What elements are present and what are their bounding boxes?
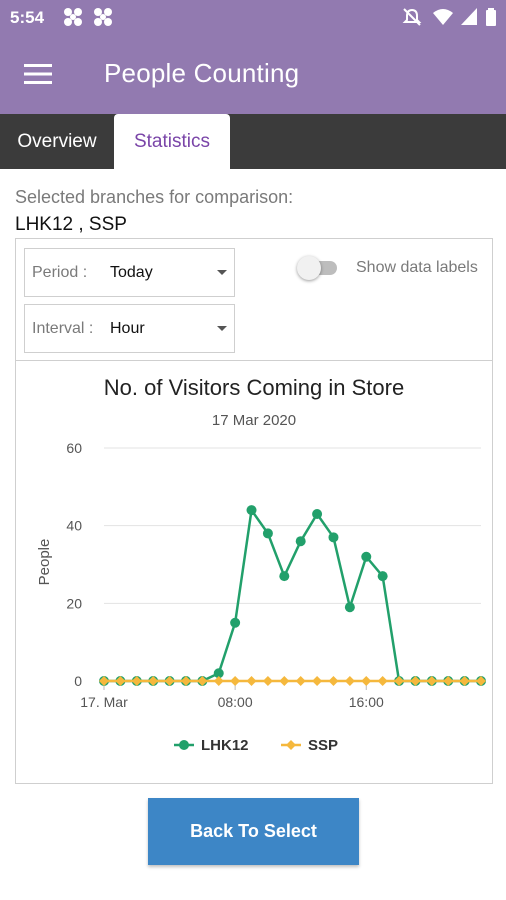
show-data-labels-label: Show data labels [356,259,478,276]
data-point-ssp [344,676,355,686]
legend-label-lhk12: LHK12 [201,737,249,754]
data-point-ssp [312,676,323,686]
data-point-lhk12 [213,668,224,679]
data-point-lhk12 [279,571,290,582]
chart-y-tick-label: 40 [66,518,82,534]
legend-label-ssp: SSP [308,737,338,754]
data-point-ssp [131,676,142,686]
tab-bar: Overview Statistics [0,114,506,169]
hamburger-menu-icon[interactable] [24,62,54,86]
data-point-ssp [443,676,454,686]
data-point-lhk12 [328,532,339,543]
chart-subtitle: 17 Mar 2020 [212,412,296,429]
battery-icon [486,8,496,26]
data-point-lhk12 [262,528,273,539]
data-point-lhk12 [295,536,306,547]
interval-label: Interval : [32,320,94,337]
data-point-ssp [213,676,224,686]
back-to-select-button[interactable]: Back To Select [148,798,359,865]
cell-signal-icon [461,8,477,25]
tab-overview[interactable]: Overview [17,130,97,152]
chart-title: No. of Visitors Coming in Store [104,375,404,400]
data-point-ssp [148,676,159,686]
data-point-ssp [230,676,241,686]
data-point-lhk12 [246,505,257,516]
interval-value: Hour [110,320,145,337]
chart-legend: LHK12 SSP [174,737,338,754]
legend-marker [179,740,189,750]
interval-dropdown[interactable]: Interval : Hour [24,304,235,353]
toggle-thumb [297,256,321,280]
chart-y-tick-label: 60 [66,440,82,456]
period-dropdown[interactable]: Period : Today [24,248,235,297]
data-point-ssp [459,676,470,686]
selected-branches-label: Selected branches for comparison: [15,187,294,207]
app-notification-icon [94,8,112,26]
app-bar: People Counting [0,34,506,114]
data-point-lhk12 [312,509,323,520]
data-point-lhk12 [230,617,241,628]
data-point-lhk12 [377,571,388,582]
chart-x-tick-label: 17. Mar [80,694,128,710]
data-point-ssp [246,676,257,686]
chart-series [99,505,486,686]
data-point-ssp [295,676,306,686]
data-point-ssp [197,676,208,686]
status-time: 5:54 [10,8,45,27]
panel-divider [16,360,492,361]
chart-y-axis-label: People [36,539,53,586]
data-point-lhk12 [361,551,372,562]
dropdown-arrow-icon [217,270,227,275]
selected-branches-value: LHK12 , SSP [15,214,127,235]
data-point-ssp [361,676,372,686]
data-point-ssp [279,676,290,686]
period-value: Today [110,264,153,281]
data-point-ssp [99,676,109,686]
data-point-ssp [164,676,175,686]
show-data-labels-toggle[interactable] [297,254,341,282]
data-point-ssp [115,676,126,686]
wifi-icon [433,9,453,25]
tab-statistics[interactable]: Statistics [114,114,230,169]
data-point-ssp [262,676,273,686]
data-point-ssp [426,676,437,686]
data-point-ssp [476,676,486,686]
data-point-ssp [328,676,339,686]
data-point-lhk12 [344,602,355,613]
series-line-lhk12 [104,508,481,683]
statistics-panel: Period : Today Interval : Hour Show data… [15,238,493,784]
data-point-ssp [394,676,405,686]
chart-y-tick-label: 20 [66,595,82,611]
chart-grid: 0 20 40 60 17. Mar 08:00 16:00 [66,440,481,710]
chart-x-tick-label: 16:00 [349,694,384,710]
status-bar: 5:54 [0,0,506,34]
chart-x-tick-label: 08:00 [218,694,253,710]
legend-marker [286,740,296,750]
data-point-ssp [180,676,191,686]
app-title: People Counting [104,58,300,88]
app-notification-icon [64,8,82,26]
data-point-ssp [410,676,421,686]
period-label: Period : [32,264,88,281]
dropdown-arrow-icon [217,326,227,331]
data-point-ssp [377,676,388,686]
chart-y-tick-label: 0 [74,673,82,689]
visitors-line-chart: No. of Visitors Coming in Store 17 Mar 2… [36,375,486,754]
do-not-disturb-icon [402,8,422,26]
